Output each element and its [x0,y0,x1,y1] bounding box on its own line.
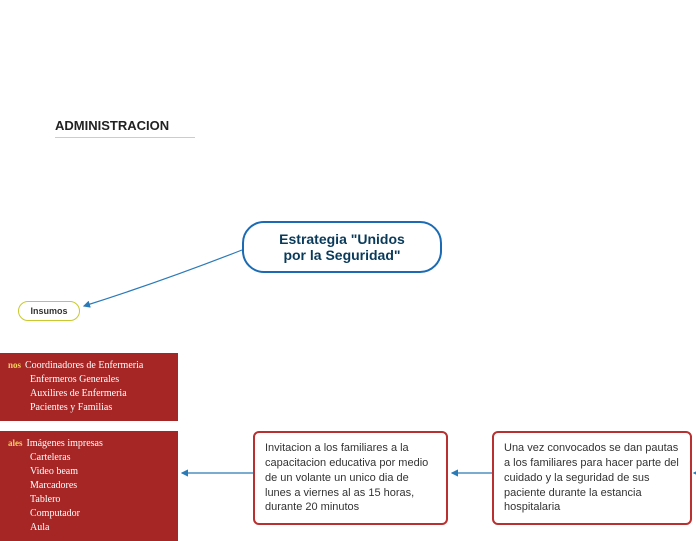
rb1-l2: Auxilires de Enfermeria [30,388,127,399]
red-block-1-tag: nos [8,360,21,370]
red-block-humanos: nos Coordinadores de Enfermeria Enfermero… [0,353,178,421]
central-node-estrategia: Estrategia "Unidos por la Seguridad" [242,221,442,273]
rb2-l1: Carteleras [30,452,71,463]
rb2-l4: Tablero [30,494,60,505]
box-pautas: Una vez convocados se dan pautas a los f… [492,431,692,525]
rb2-l2: Video beam [30,466,78,477]
central-line2: por la Seguridad" [279,247,405,263]
section-title-administracion: ADMINISTRACION [55,118,195,138]
rb1-l1: Enfermeros Generales [30,374,119,385]
rb1-l0: Coordinadores de Enfermeria [25,360,143,371]
rb2-l0: Imágenes impresas [27,438,103,449]
rb2-l3: Marcadores [30,480,77,491]
node-insumos: Insumos [18,301,80,321]
edge-central-insumos [84,250,242,306]
rb1-l3: Pacientes y Familias [30,402,112,413]
rb2-l5: Computador [30,508,80,519]
rb2-l6: Aula [30,522,49,533]
central-line1: Estrategia "Unidos [279,231,405,247]
box-invitacion: Invitacion a los familiares a la capacit… [253,431,448,525]
red-block-2-tag: ales [8,438,23,448]
red-block-materiales: ales Imágenes impresas Carteleras Video b… [0,431,178,541]
